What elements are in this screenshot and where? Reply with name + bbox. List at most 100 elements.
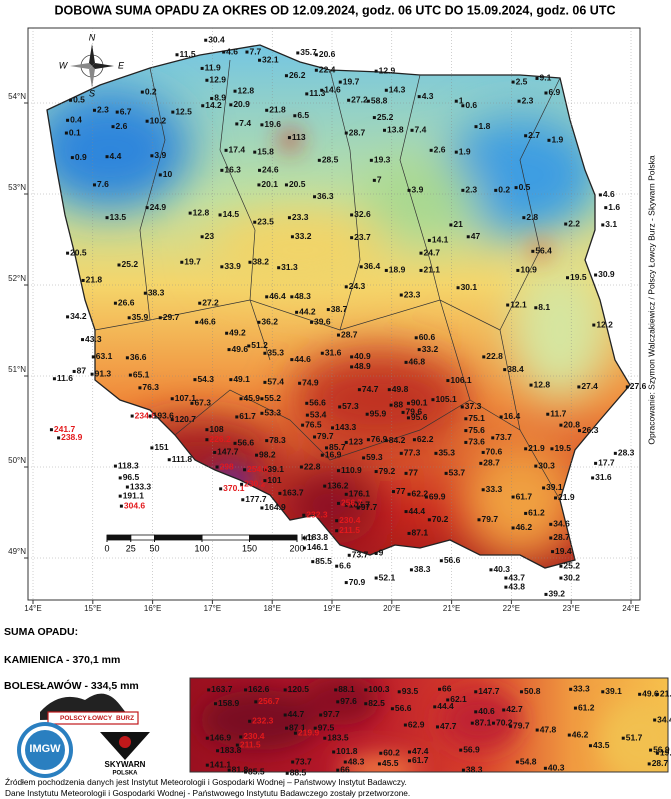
inset-stations: 163.7 162.6 120.5 88.1 100.3 93.5 66 147.7 50.8 3… xyxy=(205,684,671,778)
station-value: 40.6 xyxy=(478,706,495,716)
station-value: 1 xyxy=(459,95,464,105)
station-value: 19.6 xyxy=(264,119,281,129)
station-dot xyxy=(229,378,233,382)
station-value: 36.2 xyxy=(261,317,278,327)
station-dot xyxy=(419,268,423,272)
station-value: 3.9 xyxy=(154,150,166,160)
station-value: 158.9 xyxy=(218,698,240,708)
station-dot xyxy=(305,401,309,405)
station-value: 219.9 xyxy=(298,727,320,737)
station-value: 40.3 xyxy=(493,564,510,574)
station-value: 24.3 xyxy=(349,281,366,291)
station-value: 46.2 xyxy=(516,522,533,532)
inset: 163.7 162.6 120.5 88.1 100.3 93.5 66 147.7 50.8 3… xyxy=(189,677,671,778)
station-dot xyxy=(390,707,394,711)
station-value: 10 xyxy=(163,169,173,179)
station-dot xyxy=(290,295,294,299)
station-dot xyxy=(263,468,267,472)
station-dot xyxy=(504,585,508,589)
station-value: 133.3 xyxy=(130,481,152,491)
station-dot xyxy=(407,492,411,496)
station-value: 7.4 xyxy=(239,118,251,128)
station-dot xyxy=(205,438,209,442)
station-value: 79.6 xyxy=(406,407,423,417)
station-value: 1.9 xyxy=(459,146,471,156)
station-dot xyxy=(193,378,197,382)
station-dot xyxy=(91,355,95,359)
station-dot xyxy=(544,91,548,95)
footer-line: Dane Instytutu Meteorologii i Gospodarki… xyxy=(5,788,410,798)
station-value: 70.2 xyxy=(432,514,449,524)
station-value: 95.9 xyxy=(370,408,387,418)
station-dot xyxy=(479,461,483,465)
station-value: 56.6 xyxy=(395,703,412,713)
station-value: 232.3 xyxy=(306,509,328,519)
station-value: 162.6 xyxy=(248,684,270,694)
station-dot xyxy=(313,435,317,439)
station-value: 191.1 xyxy=(123,490,145,500)
station-dot xyxy=(310,320,314,324)
station-value: 28.7 xyxy=(341,329,358,339)
station-value: 38.3 xyxy=(466,764,483,774)
station-dot xyxy=(277,266,281,270)
station-value: 74.9 xyxy=(302,378,319,388)
station-dot xyxy=(383,128,387,132)
station-value: 254.6 xyxy=(247,464,269,474)
station-dot xyxy=(577,385,581,389)
station-value: 30.3 xyxy=(538,460,555,470)
station-value: 85.5 xyxy=(315,556,332,566)
station-dot xyxy=(434,451,438,455)
station-value: 14.6 xyxy=(324,85,341,95)
station-dot xyxy=(188,211,192,215)
station-dot xyxy=(336,469,340,473)
station-value: 146.1 xyxy=(307,542,329,552)
station-value: 35.7 xyxy=(300,47,317,57)
station-value: 81.8 xyxy=(232,764,249,774)
station-value: 62.2 xyxy=(417,434,434,444)
station-dot xyxy=(66,315,70,319)
regional-borders xyxy=(94,59,561,501)
station-dot xyxy=(240,482,244,486)
station-value: 163.7 xyxy=(211,684,233,694)
station-dot xyxy=(311,560,315,564)
station-dot xyxy=(601,690,605,694)
station-value: 40.3 xyxy=(548,763,565,773)
station-value: 74.7 xyxy=(362,384,379,394)
station-dot xyxy=(287,216,291,220)
station-value: 22.8 xyxy=(304,461,321,471)
station-dot xyxy=(474,690,478,694)
imgw-text: IMGW xyxy=(29,743,61,755)
station-dot xyxy=(127,316,131,320)
station-value: 24.9 xyxy=(150,202,167,212)
station-dot xyxy=(511,495,515,499)
lon-tick-label: 18°E xyxy=(263,604,280,613)
station-value: 60.2 xyxy=(383,747,400,757)
station-dot xyxy=(598,193,602,197)
station-value: 70.9 xyxy=(349,577,366,587)
station-dot xyxy=(534,306,538,310)
station-dot xyxy=(215,465,219,469)
station-value: 98.2 xyxy=(259,449,276,459)
station-dot xyxy=(449,223,453,227)
station-dot xyxy=(70,156,74,160)
station-dot xyxy=(544,592,548,596)
station-value: 54.3 xyxy=(197,374,214,384)
station-dot xyxy=(258,168,262,172)
station-dot xyxy=(158,316,162,320)
station-value: 2.3 xyxy=(522,95,534,105)
station-dot xyxy=(254,700,258,704)
station-dot xyxy=(364,702,368,706)
station-value: 38.3 xyxy=(414,564,431,574)
lat-tick-label: 50°N xyxy=(8,456,26,465)
station-dot xyxy=(374,551,378,555)
station-value: 97.7 xyxy=(323,709,340,719)
station-value: 25.2 xyxy=(122,259,139,269)
station-value: 163.7 xyxy=(282,488,304,498)
station-dot xyxy=(200,235,204,239)
station-dot xyxy=(407,750,411,754)
station-value: 49.6 xyxy=(232,344,249,354)
station-dot xyxy=(66,118,70,122)
station-value: 56.6 xyxy=(238,438,255,448)
station-dot xyxy=(366,99,370,103)
